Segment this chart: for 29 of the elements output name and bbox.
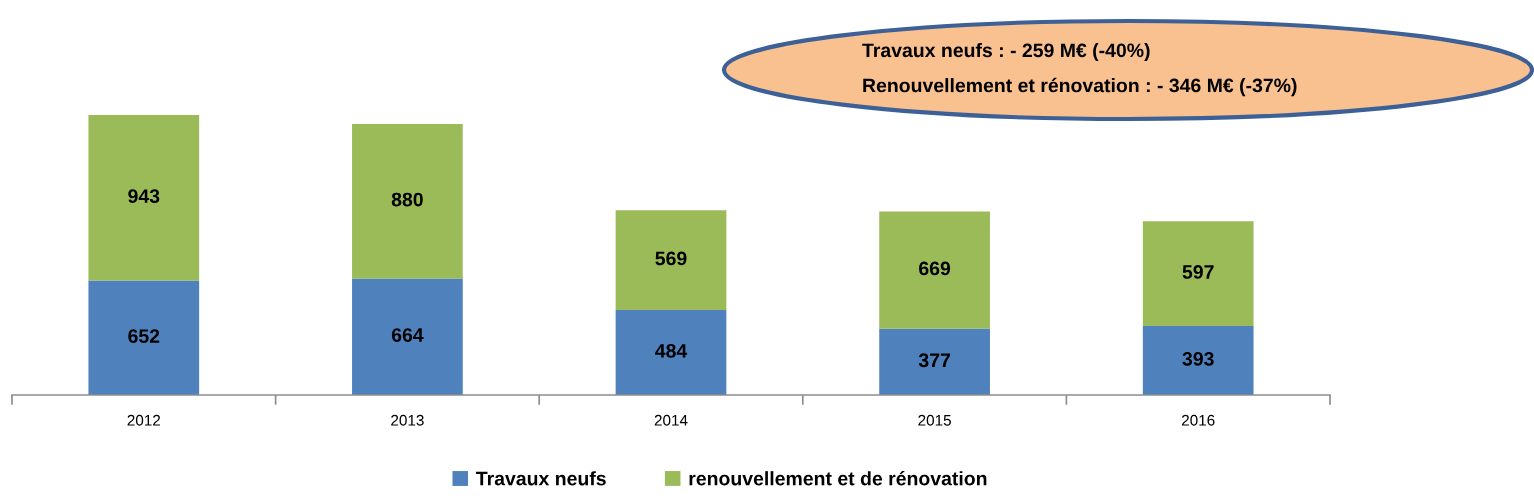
data-label: 652	[128, 329, 160, 343]
data-label: 484	[655, 343, 688, 358]
bar	[879, 211, 990, 329]
data-label: 943	[128, 189, 160, 204]
x-tick-label: 2012	[127, 414, 161, 426]
legend-label: Travaux neufs	[476, 471, 606, 486]
x-tick-label: 2013	[391, 414, 424, 426]
data-label: 569	[655, 251, 687, 266]
text: Travaux neufs : - 259 M€ (-40%)	[862, 42, 1150, 62]
data-label: 393	[1182, 351, 1214, 366]
bar	[615, 310, 727, 395]
bar	[1142, 221, 1254, 327]
bar	[352, 123, 463, 279]
x-tick-label: 2014	[654, 414, 688, 426]
bar	[88, 115, 200, 281]
data-label: 664	[391, 328, 424, 342]
data-label: 880	[391, 192, 423, 207]
bar	[88, 280, 200, 395]
bar	[879, 328, 990, 395]
bar	[352, 278, 463, 395]
text: Renouvellement et rénovation : - 346 M€ (-37%)	[863, 77, 1297, 97]
bar	[1142, 326, 1254, 395]
data-label: 669	[919, 261, 951, 276]
x-tick-label: 2016	[1181, 414, 1215, 426]
x-tick-label: 2015	[918, 414, 951, 426]
data-label: 597	[1182, 265, 1214, 279]
data-label: 377	[918, 353, 950, 368]
legend-label: renouvellement et de rénovation	[689, 470, 987, 486]
bar	[615, 210, 727, 311]
